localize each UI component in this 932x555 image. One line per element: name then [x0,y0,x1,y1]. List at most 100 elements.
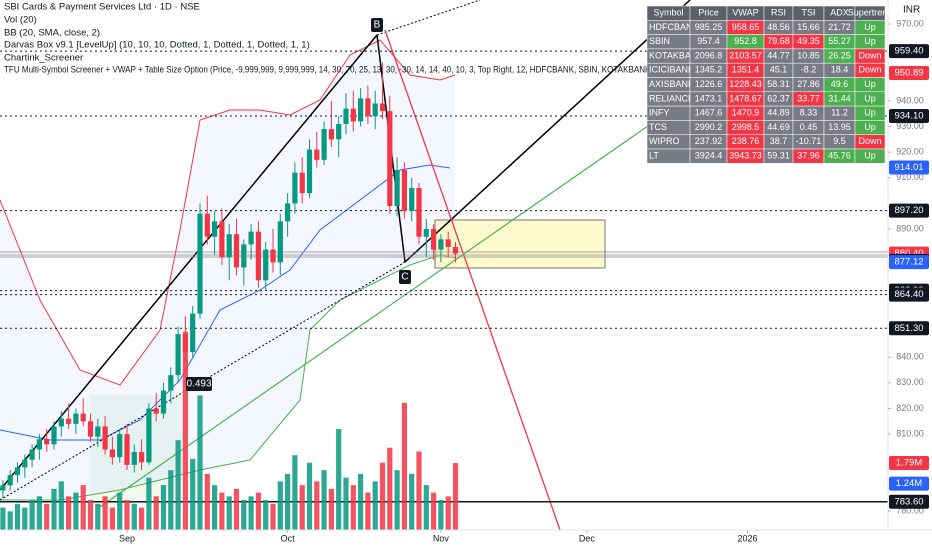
table-cell-text: 21.72 [828,22,851,32]
volume-bar [182,331,188,530]
volume-bar [0,507,6,530]
table-cell-text: 15.66 [797,22,820,32]
bb-basis [0,164,451,441]
volume-bar [445,496,451,530]
volume-bar [394,470,400,530]
table-cell-text: 8.33 [800,108,818,118]
trendline [404,0,691,263]
volume-bar [146,477,152,530]
table-cell-text: Down [858,65,881,75]
table-cell-text: 1478.67 [729,93,762,103]
price-label: 864.40 [894,289,923,300]
table-cell-text: -10.71 [796,136,822,146]
price-label: 877.12 [894,257,923,268]
volume-bar [197,395,203,530]
volume-bar [219,492,225,530]
price-label: 1.24M [896,478,922,489]
table-cell-text: INFY [649,108,670,118]
volume-bar [102,496,108,530]
candle-body [204,213,210,237]
currency: INR [903,5,920,16]
price-label: 959.40 [894,46,923,57]
volume-bar [58,481,64,530]
price-label-box [889,44,929,59]
table-cell-text: 238.76 [732,136,760,146]
candle-body [328,129,334,140]
bb-lower [0,254,456,501]
table-cell-text: 79.68 [767,36,790,46]
table-cell-text: 49.6 [831,79,849,89]
table-cell-text: 62.37 [767,93,790,103]
price-label-box [889,255,929,270]
candle-body [248,231,254,245]
candle-body [102,426,108,450]
table-cell-text: Up [864,108,876,118]
table-cell-text: 18.4 [831,65,849,75]
candle-body [241,244,247,268]
table-cell-text: Up [864,122,876,132]
table-cell-text: 0.45 [800,122,818,132]
volume-bar [44,503,50,530]
volume-bar [350,485,356,530]
table-cell-text: 958.65 [732,22,760,32]
table-cell-text: 49.35 [797,36,820,46]
table-cell-text: 1345.2 [695,65,723,75]
volume-bar [36,496,42,530]
table-header: ADX [830,8,849,18]
candle-body [452,246,459,254]
candle-body [394,170,400,206]
table-cell-text: 3943.73 [729,151,762,161]
candle-body [285,203,291,222]
candle-body [66,418,72,424]
price-label: 880.40 [894,248,923,259]
candle-body [168,375,174,391]
table-cell [854,148,886,164]
table-cell-text: ICICIBANK [649,65,694,75]
volume-bar [29,500,35,530]
y-tick-label: 810.00 [896,428,924,438]
table-header: Supertrend [848,8,893,18]
table-cell-text: 985.25 [695,22,723,32]
volume-bar [263,500,269,530]
table-cell-text: Up [864,151,876,161]
table-cell-text: 45.76 [828,151,851,161]
volume-bar [212,485,218,530]
candle-body [401,170,407,212]
candle-body [36,439,42,450]
volume-bar [423,485,429,530]
annotation: B [374,20,381,31]
candle-body [431,229,437,250]
price-label-box [889,287,929,302]
chart-title: SBI Cards & Payment Services Ltd · 1D · … [4,2,200,13]
x-tick-label: Dec [579,533,596,543]
candle-body [212,221,218,237]
candle-body [277,221,283,263]
table-cell-text: 44.69 [767,122,790,132]
table-cell-text: 13.95 [828,122,851,132]
price-label: 914.01 [894,162,923,173]
candle-body [438,239,444,250]
candle-body [379,103,386,112]
price-label: 783.60 [894,496,923,507]
x-tick-label: Nov [433,533,450,543]
table-cell-text: 1228.43 [729,79,762,89]
candle-body [226,234,232,258]
volume-bar [336,429,342,530]
candle-body [109,449,115,458]
volume-bar [51,488,57,530]
table-cell-text: 1226.6 [695,79,723,89]
table-cell-text: RELIANCE [649,93,694,103]
volume-bar [14,503,21,530]
annotation: 0.493 [186,379,211,390]
y-tick-label: 970.00 [896,18,924,28]
table-cell-text: AXISBANK [649,79,694,89]
table-cell-text: 3924.4 [695,151,723,161]
annotation-box [371,18,383,32]
volume-bar [409,473,415,530]
volume-bar [168,470,174,530]
volume-bar [248,496,254,530]
volume-bar [175,440,181,530]
annotation: C [401,272,408,283]
table-header: Symbol [653,8,683,18]
